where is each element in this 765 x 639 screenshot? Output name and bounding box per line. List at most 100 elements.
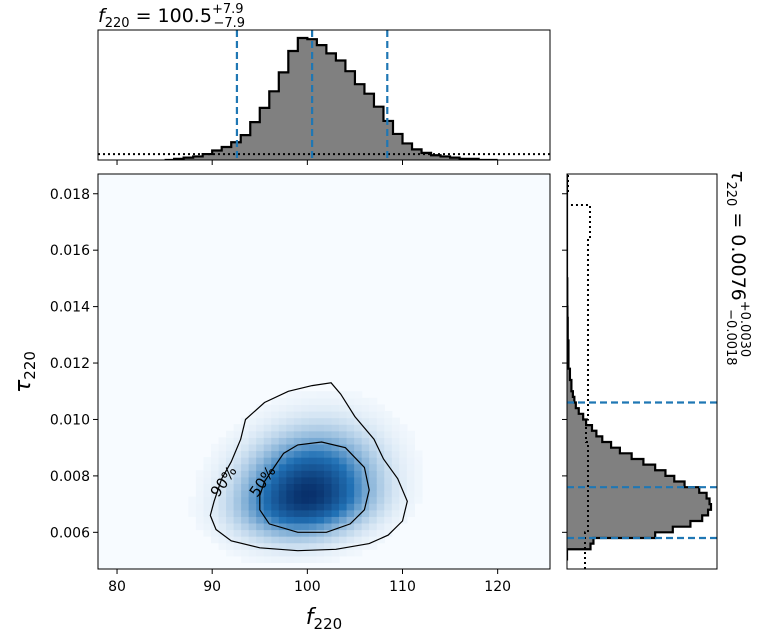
density-cell [346,536,355,544]
density-cell [391,437,400,445]
density-cell [354,450,363,458]
density-cell [278,503,287,511]
density-cell [361,450,370,458]
density-cell [361,509,370,517]
density-cell [324,555,333,564]
density-cell [331,417,340,425]
density-cell [226,457,235,465]
density-cell [346,391,355,399]
density-cell [286,430,295,438]
density-cell [226,443,235,452]
density-cell [293,549,302,557]
density-cell [241,549,250,557]
f220-marginal-panel: f220 = 100.5+7.9 −7.9 [97,2,551,165]
density-cell [256,424,265,432]
density-cell [384,430,393,438]
density-cell [211,483,220,491]
f220-posterior-fill [164,38,498,160]
density-cell [399,476,408,485]
density-cell [293,529,302,537]
density-cell [211,536,220,544]
density-cell [203,529,212,537]
density-cell [218,522,227,531]
top-axes-frame [97,29,551,161]
density-cell [331,529,340,537]
density-cell [399,430,408,438]
density-cell [301,529,310,537]
f220-histogram [98,30,550,160]
density-cell [406,450,415,458]
density-cell [218,516,227,524]
density-cell [263,457,272,465]
density-cell [339,509,348,517]
density-cell [308,391,318,399]
density-cell [278,516,287,524]
density-cell [308,483,318,491]
density-cell [218,470,227,478]
density-cell [286,457,295,465]
density-cell [301,397,310,406]
density-cell [384,457,393,465]
density-cell [218,496,227,504]
density-cell [308,457,318,465]
density-cell [301,417,310,425]
density-cell [263,503,272,511]
density-cell [256,437,265,445]
density-cell [286,555,295,564]
density-cell [286,483,295,491]
density-cell [301,470,310,478]
density-cell [376,529,385,537]
density-cell [324,476,333,485]
density-cell [361,404,370,412]
density-cell [278,490,287,498]
density-cell [271,529,280,537]
density-cell [331,443,340,452]
density-cell [399,450,408,458]
density-cell [346,463,355,471]
density-cell [271,463,280,471]
density-cell [293,555,302,564]
density-cell [286,503,295,511]
density-cell [376,430,385,438]
density-cell [271,430,280,438]
density-cell [308,529,318,537]
density-cell [301,549,310,557]
density-cell [278,397,287,406]
density-cell [346,437,355,445]
density-cell [271,443,280,452]
density-cell [218,536,227,544]
density-cell [226,522,235,531]
density-cell [406,476,415,485]
density-cell [376,470,385,478]
density-cell [316,549,325,557]
x-tick-label: 110 [389,579,416,595]
density-cell [361,476,370,485]
density-cell [293,542,302,550]
density-cell [316,529,325,537]
density-cell [324,549,333,557]
density-cell [301,450,310,458]
density-cell [308,450,318,458]
density-cell [399,470,408,478]
density-cell [293,463,302,471]
density-cell [263,529,272,537]
density-cell [346,424,355,432]
density-cell [354,443,363,452]
density-cell [233,490,242,498]
density-cell [414,496,423,504]
density-cell [278,483,287,491]
density-cell [346,549,355,557]
tau220-histogram [567,174,717,569]
density-cell [414,470,423,478]
density-cell [308,542,318,550]
density-cell [346,476,355,485]
density-cell [263,496,272,504]
density-cell [316,443,325,452]
joint-posterior-panel: 90% 50% 80 90 100 110 120 0.0060.0080.0100.01… [11,173,551,633]
density-cell [301,503,310,511]
density-cell [399,443,408,452]
x-axis-title: f220 [306,605,342,633]
density-cell [324,522,333,531]
y-tick-label: 0.016 [50,243,90,259]
density-cell [203,483,212,491]
